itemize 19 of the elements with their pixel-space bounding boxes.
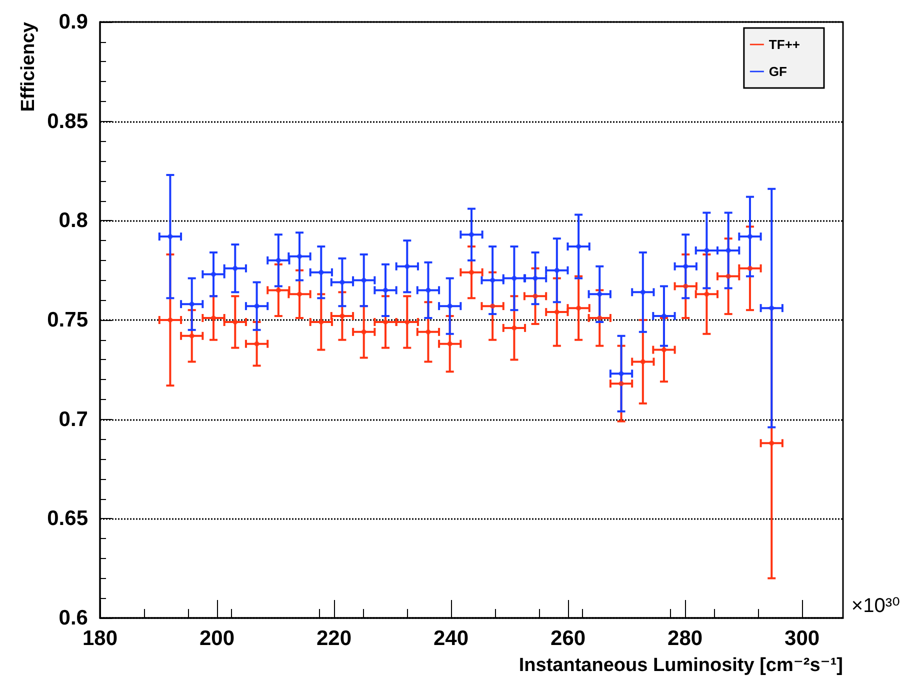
y-tick-label: 0.9	[58, 10, 88, 34]
text: ×10³⁰	[851, 595, 900, 617]
y-tick-label: 0.6	[58, 606, 88, 630]
y-tick-label: 0.7	[58, 408, 88, 431]
x-axis-title: Instantaneous Luminosity [cm⁻²s⁻¹]	[518, 655, 843, 676]
x-tick-label: 220	[316, 627, 352, 650]
legend-label: TF++	[768, 37, 800, 52]
x-tick-label: 240	[434, 627, 469, 650]
x-tick-label: 200	[199, 627, 235, 650]
y-tick-label: 0.8	[58, 209, 88, 232]
x-tick-label: 260	[550, 627, 586, 650]
y-tick-label: 0.85	[47, 110, 88, 133]
y-axis-title: Efficiency	[18, 22, 39, 112]
x-tick-label: 300	[784, 627, 820, 650]
x-tick-label: 280	[668, 627, 703, 650]
y-tick-label: 0.65	[47, 507, 88, 530]
legend-label: GF	[768, 64, 788, 79]
x-tick-label: 180	[82, 627, 118, 650]
y-tick-label: 0.75	[47, 308, 88, 332]
